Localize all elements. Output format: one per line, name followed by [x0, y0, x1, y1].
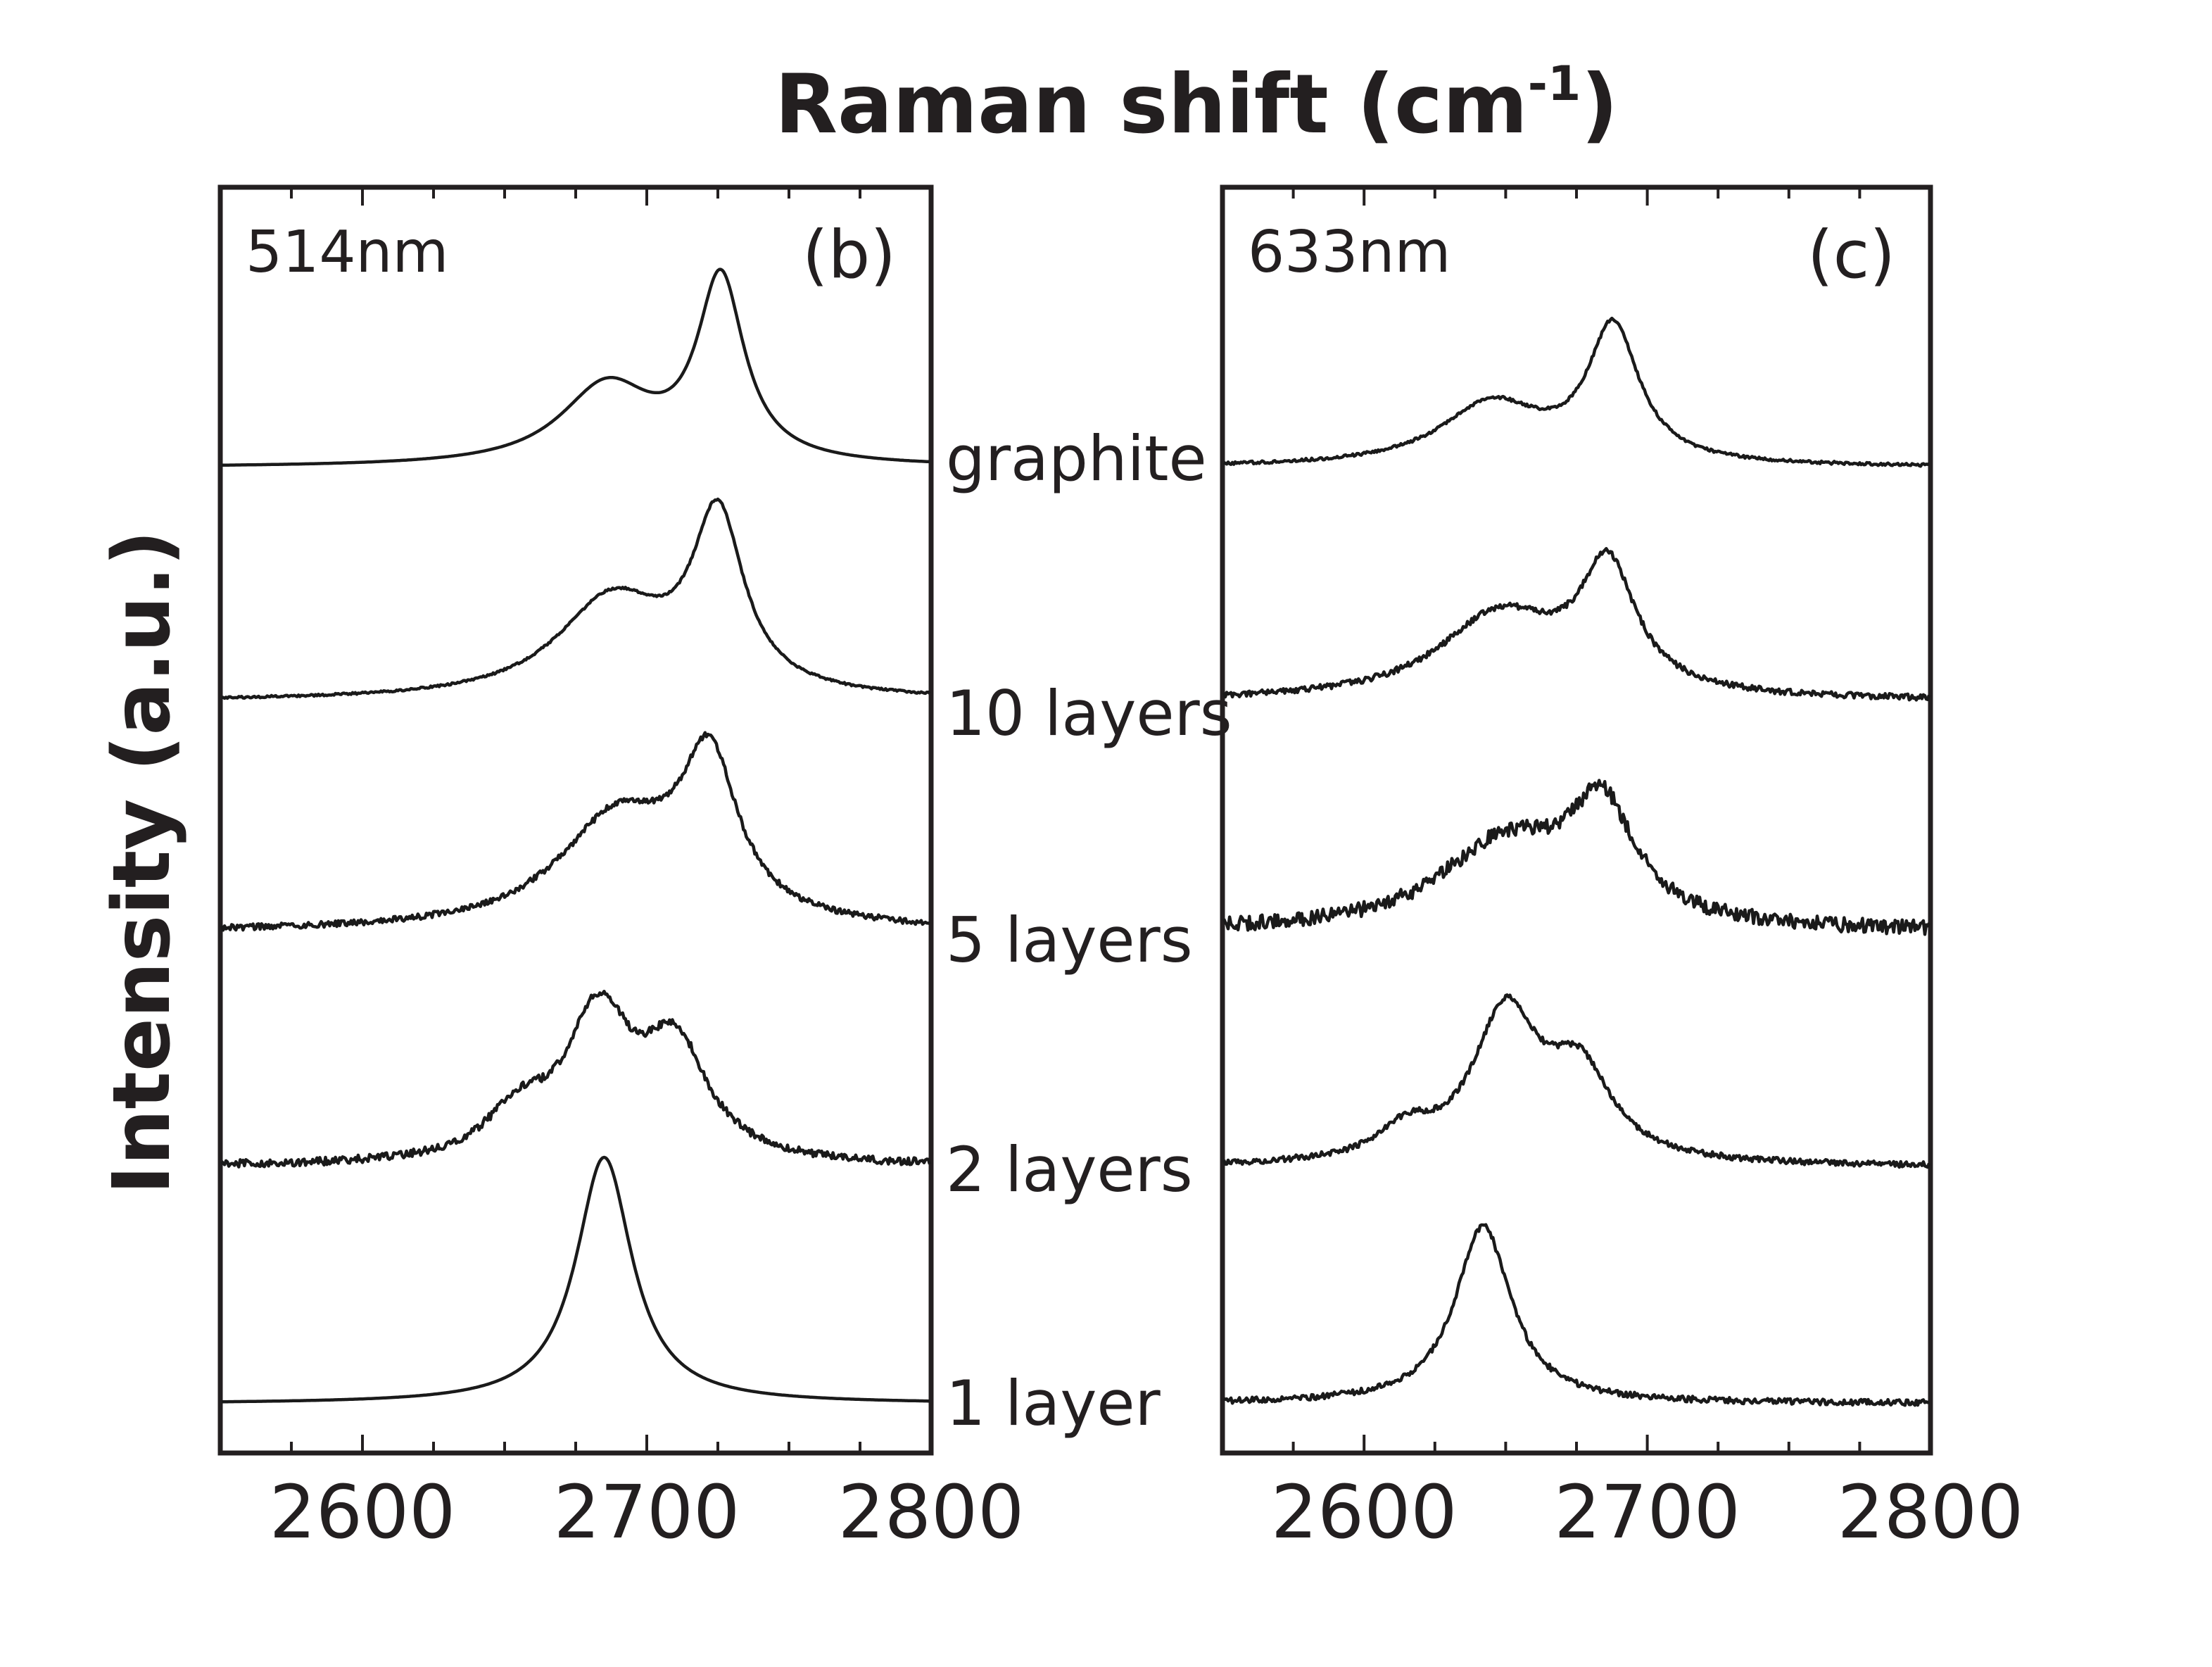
spectrum-line-2-layers — [1222, 993, 1931, 1169]
wavelength-label: 633nm — [1248, 219, 1451, 286]
spectrum-line-5-layers — [1222, 779, 1931, 936]
x-tick-label: 2700 — [554, 1469, 740, 1555]
x-tick-label: 2600 — [270, 1469, 456, 1555]
panel-b: 2600 2700 2800 514nm (b) — [217, 184, 1025, 1555]
curve-label: 1 layer — [946, 1367, 1161, 1440]
x-tick-label: 2800 — [838, 1469, 1025, 1555]
spectrum-line-10-layers — [1222, 547, 1931, 702]
spectrum-line-5-layers — [220, 731, 930, 932]
wavelength-label: 514nm — [246, 219, 448, 286]
plot-frame — [1220, 184, 1933, 1456]
figure-top-label: Raman shift (cm-1) — [775, 56, 1619, 152]
spectrum-line-1-layer — [221, 1155, 930, 1404]
curve-label: 10 layers — [946, 677, 1232, 750]
x-tick-label: 2700 — [1554, 1469, 1740, 1555]
y-axis-label: Intensity (a.u.) — [96, 530, 188, 1195]
panel-label: (c) — [1807, 217, 1895, 294]
curve-label: 2 layers — [946, 1133, 1193, 1206]
curve-label: graphite — [946, 422, 1207, 495]
x-tick-label: 2800 — [1838, 1469, 2024, 1555]
spectrum-line-2-layers — [220, 989, 932, 1169]
spectrum-line-graphite — [221, 268, 930, 467]
spectrum-line-10-layers — [221, 497, 931, 700]
spectrum-line-1-layer — [1222, 1223, 1930, 1407]
spectrum-line-graphite — [1222, 316, 1930, 468]
panel-c: 2600 2700 2800 633nm (c) — [1220, 184, 2024, 1555]
curve-labels: graphite 10 layers 5 layers 2 layers 1 layer — [946, 422, 1232, 1440]
panel-label: (b) — [802, 217, 896, 294]
curve-label: 5 layers — [946, 904, 1193, 976]
x-tick-label: 2600 — [1271, 1469, 1458, 1555]
